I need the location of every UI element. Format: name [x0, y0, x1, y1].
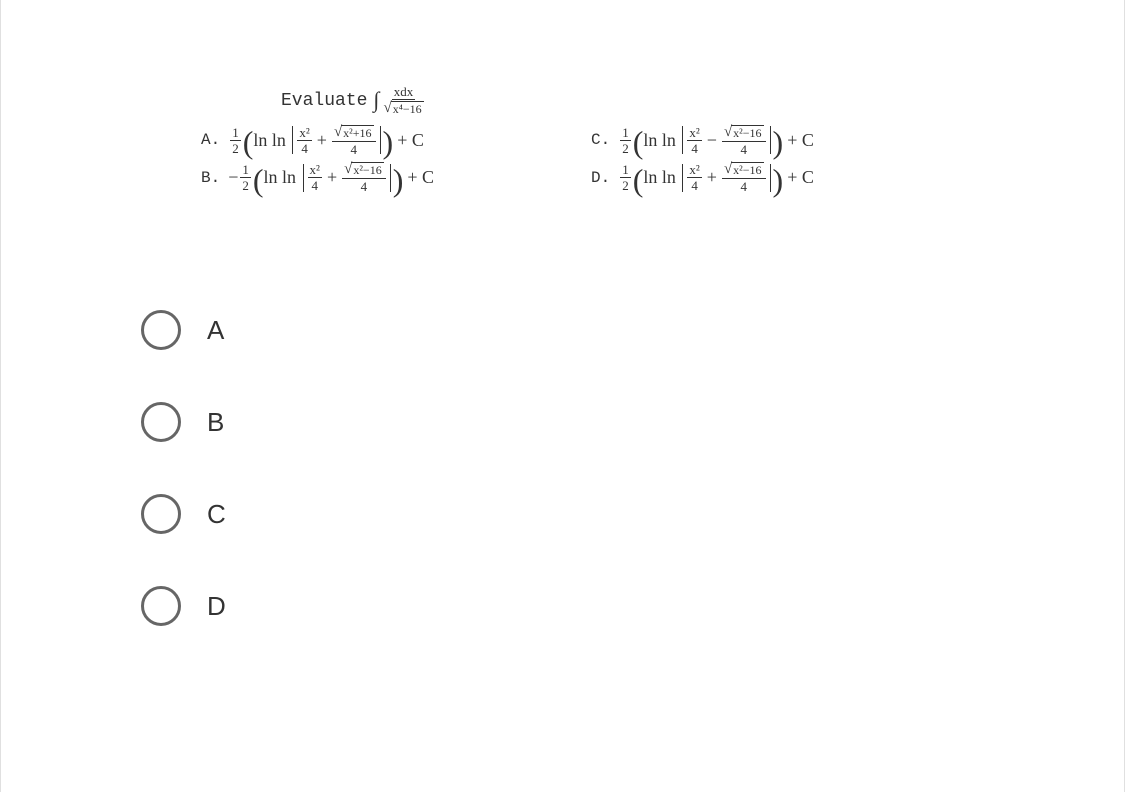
choice-a: A. 12 ( ln ln x²4 + √x²+164 ) + C — [201, 125, 531, 156]
radio-d[interactable] — [141, 586, 181, 626]
integral-expression: ∫ xdx √x⁴−16 — [373, 85, 427, 117]
choice-d-tail: + C — [787, 167, 814, 188]
choice-c-func: ln ln — [643, 130, 676, 151]
radio-c[interactable] — [141, 494, 181, 534]
answer-letter-d: D — [207, 591, 226, 622]
integral-numerator: xdx — [392, 85, 416, 100]
choices-grid: A. 12 ( ln ln x²4 + √x²+164 ) + C C. 12 … — [201, 125, 921, 194]
page-container: Evaluate ∫ xdx √x⁴−16 A. 12 ( ln ln x²4 … — [0, 0, 1125, 792]
radio-b[interactable] — [141, 402, 181, 442]
choice-a-label: A. — [201, 131, 220, 149]
integral-denominator: x⁴−16 — [391, 101, 424, 116]
choice-b-tail: + C — [407, 167, 434, 188]
prompt-text: Evaluate — [281, 91, 367, 111]
answer-letter-c: C — [207, 499, 226, 530]
answer-row-c[interactable]: C — [141, 494, 226, 534]
answer-options: A B C D — [141, 310, 226, 678]
integral-symbol: ∫ — [373, 87, 379, 112]
choice-a-func: ln ln — [253, 130, 286, 151]
choice-c-label: C. — [591, 131, 610, 149]
choice-d: D. 12 ( ln ln x²4 + √x²−164 ) + C — [591, 162, 921, 193]
answer-row-a[interactable]: A — [141, 310, 226, 350]
question-area: Evaluate ∫ xdx √x⁴−16 A. 12 ( ln ln x²4 … — [201, 85, 921, 193]
answer-letter-b: B — [207, 407, 224, 438]
question-prompt: Evaluate ∫ xdx √x⁴−16 — [281, 85, 921, 117]
choice-d-func: ln ln — [643, 167, 676, 188]
choice-c-tail: + C — [787, 130, 814, 151]
choice-b-sign: − — [228, 167, 238, 188]
choice-b: B. − 12 ( ln ln x²4 + √x²−164 ) + C — [201, 162, 531, 193]
choice-d-label: D. — [591, 169, 610, 187]
answer-letter-a: A — [207, 315, 224, 346]
choice-b-func: ln ln — [264, 167, 297, 188]
radio-a[interactable] — [141, 310, 181, 350]
answer-row-d[interactable]: D — [141, 586, 226, 626]
choice-a-tail: + C — [397, 130, 424, 151]
choice-b-label: B. — [201, 169, 220, 187]
choice-c: C. 12 ( ln ln x²4 − √x²−164 ) + C — [591, 125, 921, 156]
answer-row-b[interactable]: B — [141, 402, 226, 442]
